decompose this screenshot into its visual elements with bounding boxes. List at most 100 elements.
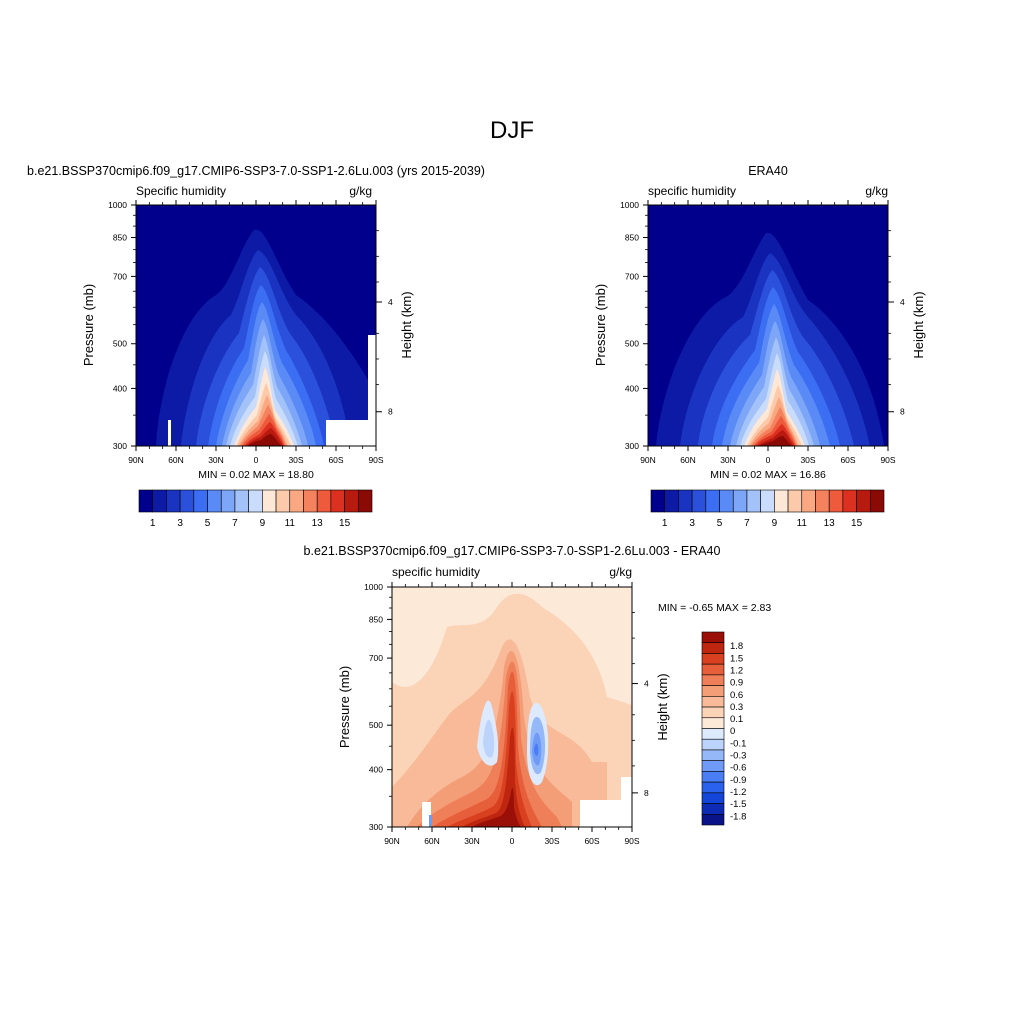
colorbar-box: [678, 489, 693, 513]
panel-model-title: b.e21.BSSP370cmip6.f09_g17.CMIP6-SSP3-7.…: [27, 164, 485, 178]
colorbar-box: [746, 489, 761, 513]
panel-obs-plot-area: [648, 205, 888, 446]
colorbar-box: [701, 749, 725, 761]
colorbar-box: [193, 489, 208, 513]
colorbar-label: 5: [717, 518, 723, 529]
y-tick-label: 850: [369, 614, 383, 624]
y-tick-label: 700: [369, 653, 383, 663]
y-tick-label: 400: [625, 383, 639, 393]
colorbar-box: [664, 489, 679, 513]
right-tick-label: 4: [388, 297, 393, 307]
panel-obs: ERA40 specific humidity g/kg 30040050070…: [593, 164, 926, 529]
x-tick-label: 90S: [880, 455, 895, 465]
colorbar-box: [705, 489, 720, 513]
right-tick-label: 4: [644, 679, 649, 689]
y-tick-label: 850: [113, 233, 127, 243]
x-tick-label: 60N: [168, 455, 184, 465]
colorbar-label: 3: [177, 518, 183, 529]
x-tick-label: 30N: [208, 455, 224, 465]
x-tick-label: 60S: [328, 455, 343, 465]
right-tick-label: 8: [388, 407, 393, 417]
panel-diff-plot-area: [392, 587, 632, 827]
panel-obs-units-label: g/kg: [865, 184, 888, 198]
colorbar-box: [701, 685, 725, 697]
x-tick-label: 30S: [288, 455, 303, 465]
panel-obs-variable-label: specific humidity: [648, 184, 736, 198]
y-tick-label: 400: [113, 383, 127, 393]
y-tick-label: 400: [369, 765, 383, 775]
panel-model-minmax: MIN = 0.02 MAX = 18.80: [198, 469, 314, 481]
colorbar-label: -1.5: [730, 799, 746, 810]
y-tick-label: 300: [625, 441, 639, 451]
colorbar-label: -1.8: [730, 811, 746, 822]
colorbar-box: [701, 781, 725, 794]
x-tick-label: 30S: [544, 836, 559, 846]
colorbar-box: [138, 489, 154, 513]
colorbar-label: 9: [772, 518, 778, 529]
colorbar-label: 0: [730, 726, 735, 737]
colorbar-label: 15: [851, 518, 863, 529]
colorbar-label: 11: [797, 518, 808, 529]
y-tick-label: 1000: [108, 200, 127, 210]
x-tick-label: 0: [510, 836, 515, 846]
x-tick-label: 0: [766, 455, 771, 465]
colorbar-box: [828, 489, 844, 513]
colorbar-label: -0.9: [730, 775, 746, 786]
panel-diff-variable-label: specific humidity: [392, 565, 480, 579]
colorbar-box: [701, 642, 725, 654]
y-tick-label: 500: [369, 720, 383, 730]
right-tick-label: 4: [900, 297, 905, 307]
x-tick-label: 90N: [128, 455, 144, 465]
colorbar-box: [330, 489, 345, 513]
colorbar-box: [719, 489, 734, 513]
colorbar-label: 3: [689, 518, 695, 529]
y-tick-label: 850: [625, 233, 639, 243]
x-tick-label: 30S: [800, 455, 815, 465]
y-tick-label: 1000: [364, 582, 383, 592]
colorbar-label: 1.8: [730, 641, 743, 652]
colorbar-box: [701, 803, 725, 815]
colorbar-label: 1: [662, 518, 668, 529]
colorbar-box: [701, 696, 725, 708]
panel-model-ylabel: Pressure (mb): [81, 284, 96, 366]
colorbar-box: [262, 489, 277, 513]
colorbar-box: [774, 489, 789, 513]
colorbar-label: 1: [150, 518, 156, 529]
x-tick-label: 90N: [384, 836, 400, 846]
y-tick-label: 500: [113, 339, 127, 349]
panel-obs-ylabel-right: Height (km): [911, 291, 926, 358]
colorbar-box: [701, 663, 725, 676]
colorbar-label: 1.2: [730, 665, 743, 676]
colorbar-box: [179, 489, 195, 513]
panel-diff-ylabel: Pressure (mb): [337, 666, 352, 748]
colorbar-box: [842, 489, 857, 513]
colorbar-label: 0.9: [730, 678, 743, 689]
panel-obs-title: ERA40: [748, 164, 788, 178]
colorbar-label: 11: [285, 518, 296, 529]
x-tick-label: 60N: [424, 836, 440, 846]
panel-model-variable-label: Specific humidity: [136, 184, 226, 198]
colorbar-box: [815, 489, 830, 513]
colorbar-box: [289, 489, 304, 513]
colorbar-box: [701, 717, 725, 729]
y-tick-label: 700: [625, 271, 639, 281]
colorbar-label: 0.6: [730, 690, 743, 701]
y-tick-label: 1000: [620, 200, 639, 210]
colorbar-box: [650, 489, 666, 513]
panel-diff-minmax: MIN = -0.65 MAX = 2.83: [658, 602, 771, 614]
colorbar-box: [248, 489, 263, 513]
colorbar-label: -1.2: [730, 787, 746, 798]
colorbar-label: 9: [260, 518, 266, 529]
colorbar-label: -0.1: [730, 738, 746, 749]
colorbar-box: [869, 489, 885, 513]
x-tick-label: 90S: [368, 455, 383, 465]
colorbar-box: [701, 760, 725, 772]
colorbar-box: [701, 706, 725, 719]
colorbar-label: 13: [824, 518, 836, 529]
colorbar-label: 0.1: [730, 714, 743, 725]
panel-obs-minmax: MIN = 0.02 MAX = 16.86: [710, 469, 826, 481]
figure-title: DJF: [490, 117, 534, 144]
colorbar-box: [275, 489, 291, 513]
colorbar-box: [856, 489, 871, 513]
